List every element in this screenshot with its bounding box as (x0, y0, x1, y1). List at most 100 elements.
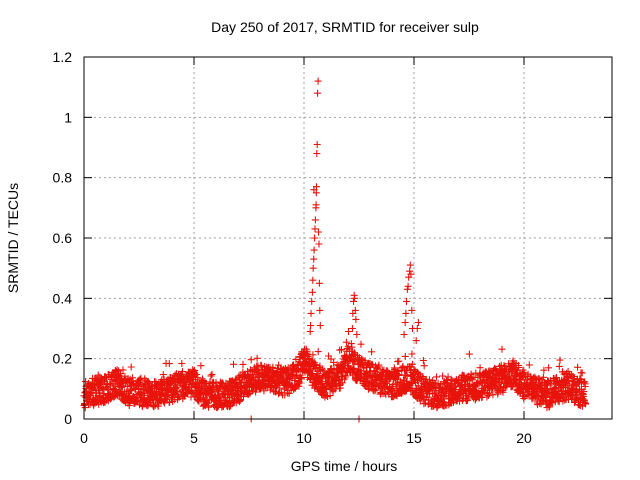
data-point (166, 386, 174, 394)
data-point (472, 369, 480, 377)
data-point (545, 364, 553, 372)
data-point (136, 375, 144, 383)
y-tick-label: 0.8 (53, 170, 73, 186)
data-point (375, 361, 383, 369)
data-point (556, 356, 564, 364)
x-axis-label: GPS time / hours (291, 458, 398, 474)
data-point (520, 369, 528, 377)
axis-ticks (83, 56, 612, 420)
data-point (548, 399, 556, 406)
data-point (166, 398, 174, 406)
data-point (308, 288, 316, 296)
data-point (334, 376, 342, 384)
data-point (123, 382, 131, 390)
data-point (208, 370, 216, 378)
data-point (338, 379, 346, 387)
data-point (253, 354, 261, 362)
data-point (452, 386, 460, 393)
y-tick-label: 0 (64, 411, 72, 427)
data-point (399, 362, 407, 370)
data-point (525, 361, 533, 369)
grid-lines (84, 57, 612, 419)
data-point (316, 306, 324, 314)
data-point (402, 309, 410, 317)
y-tick-labels: 0 0.2 0.4 0.6 0.8 1 1.2 (53, 49, 73, 427)
x-tick-label: 5 (190, 430, 198, 446)
data-point (392, 381, 400, 389)
data-point (395, 370, 403, 378)
data-point (351, 294, 359, 302)
data-point (230, 360, 237, 368)
data-point (245, 372, 253, 380)
data-point (278, 371, 286, 379)
data-point (489, 391, 497, 399)
data-point (476, 364, 484, 372)
data-point (555, 362, 563, 370)
data-point (215, 387, 223, 395)
data-point (408, 350, 416, 358)
data-point (561, 396, 569, 404)
data-point (406, 267, 414, 275)
data-point (306, 328, 314, 335)
chart-title: Day 250 of 2017, SRMTID for receiver sul… (211, 19, 479, 35)
data-point (350, 297, 357, 305)
data-point (326, 392, 334, 400)
data-point (269, 363, 277, 371)
data-point (581, 398, 589, 406)
data-point (568, 371, 576, 379)
data-point (150, 403, 158, 411)
y-tick-label: 1 (64, 109, 72, 125)
data-point (309, 276, 317, 284)
data-point (539, 373, 547, 381)
data-point (372, 368, 380, 376)
data-point (315, 240, 323, 248)
data-point (231, 376, 239, 384)
data-point (133, 398, 140, 406)
data-point (179, 368, 186, 376)
data-point (315, 279, 323, 287)
data-point (372, 386, 380, 394)
data-point (338, 346, 345, 354)
data-point (581, 383, 589, 390)
data-point (515, 362, 523, 369)
data-point (310, 186, 318, 194)
data-point (353, 331, 361, 338)
data-point (498, 345, 506, 353)
data-point (311, 216, 319, 224)
data-point (174, 392, 182, 400)
data-point (308, 297, 316, 305)
data-point (508, 383, 516, 391)
data-point (357, 340, 365, 348)
data-point (314, 77, 322, 85)
data-point (464, 396, 471, 404)
data-point (117, 370, 124, 378)
data-point (541, 380, 549, 388)
data-point (249, 387, 256, 395)
data-point (178, 360, 186, 367)
data-point (401, 352, 409, 360)
data-point (580, 378, 588, 386)
data-point (197, 362, 205, 370)
data-point (193, 371, 201, 378)
data-point (403, 285, 411, 293)
data-point (194, 374, 202, 382)
x-tick-labels: 0 5 10 15 20 (80, 430, 532, 446)
y-tick-label: 0.2 (53, 351, 73, 367)
x-tick-label: 20 (516, 430, 532, 446)
x-tick-label: 0 (80, 430, 88, 446)
data-point (267, 382, 275, 390)
data-point (416, 397, 424, 405)
y-tick-label: 0.6 (53, 230, 73, 246)
data-point (394, 371, 402, 379)
data-point (406, 261, 414, 269)
data-point (370, 387, 378, 395)
data-point (565, 380, 573, 388)
data-point (276, 384, 284, 392)
data-point (165, 360, 173, 368)
data-point (414, 319, 422, 326)
data-point (175, 393, 183, 401)
data-point (419, 357, 427, 364)
data-point (311, 225, 319, 233)
data-point (345, 328, 352, 335)
data-point (368, 348, 376, 356)
